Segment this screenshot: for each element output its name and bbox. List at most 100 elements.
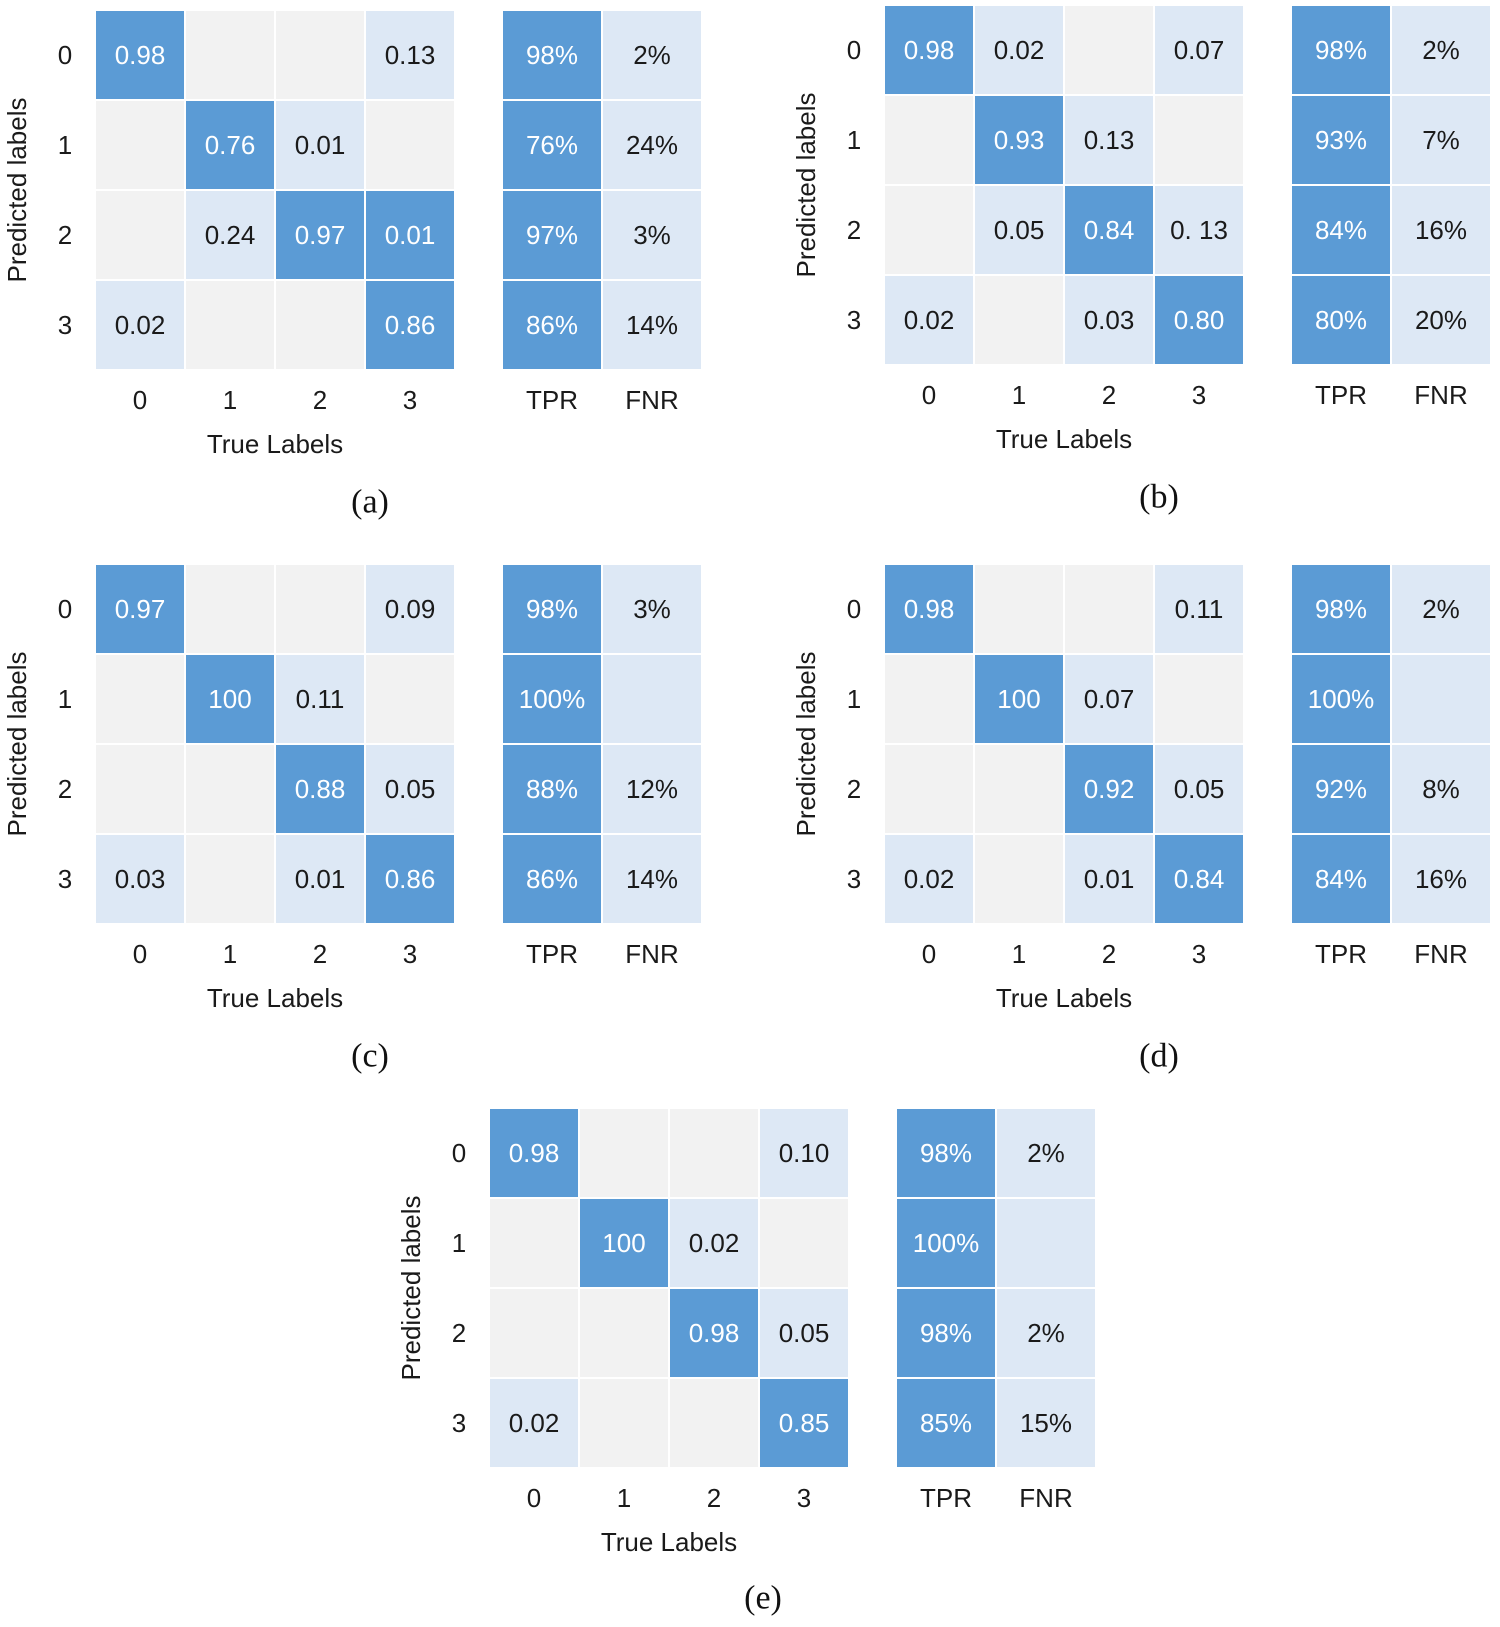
matrix-cell [973, 833, 1065, 925]
matrix-value: 0.05 [779, 1318, 830, 1348]
y-tick-label: 0 [452, 1138, 466, 1168]
matrix-value: 0.11 [296, 684, 345, 714]
x-tick-label: 1 [617, 1483, 631, 1513]
tpr-value: 92% [1315, 774, 1367, 804]
matrix-cell [1153, 833, 1245, 925]
rate-column-label: TPR [920, 1483, 972, 1513]
matrix-cell [1063, 563, 1155, 655]
matrix-cell [758, 1287, 850, 1379]
matrix-cell [883, 833, 975, 925]
matrix-value: 0.84 [1174, 864, 1225, 894]
panel-a: 0.98 0.13 0.76 0.01 0.24 0.97 0.01 0.02 0.86 98% 2… [2, 9, 703, 521]
matrix-value: 0. 13 [1170, 215, 1228, 245]
y-axis-label: Predicted labels [791, 652, 821, 837]
fnr-cell [1390, 274, 1492, 366]
matrix-cell [1063, 653, 1155, 745]
x-tick-label: 3 [1192, 380, 1206, 410]
panel-caption: (c) [351, 1038, 389, 1075]
tpr-cell [1290, 94, 1392, 186]
fnr-cell [995, 1377, 1097, 1469]
matrix-value: 0.93 [994, 125, 1045, 155]
tpr-value: 100% [519, 684, 586, 714]
matrix-value: 0.13 [385, 40, 436, 70]
rate-column-label: FNR [625, 939, 678, 969]
y-tick-label: 0 [847, 35, 861, 65]
matrix-cell [94, 99, 186, 191]
x-tick-label: 2 [313, 385, 327, 415]
tpr-cell [501, 833, 603, 925]
fnr-cell [601, 743, 703, 835]
matrix-cell [883, 94, 975, 186]
y-tick-label: 0 [58, 594, 72, 624]
tpr-value: 98% [1315, 594, 1367, 624]
matrix-value: 0.98 [509, 1138, 560, 1168]
panel-caption: (a) [351, 484, 389, 521]
matrix-value: 0.88 [295, 774, 346, 804]
rate-column-label: FNR [1414, 939, 1467, 969]
fnr-cell [995, 1107, 1097, 1199]
matrix-cell [488, 1107, 580, 1199]
tpr-value: 100% [1308, 684, 1375, 714]
matrix-value: 0.01 [295, 130, 346, 160]
matrix-cell [578, 1287, 670, 1379]
panel-caption: (e) [744, 1580, 782, 1617]
tpr-value: 98% [526, 594, 578, 624]
matrix-cell [1153, 563, 1245, 655]
matrix-value: 0.85 [779, 1408, 830, 1438]
matrix-value: 0.86 [385, 864, 436, 894]
tpr-cell [895, 1377, 997, 1469]
matrix-value: 0.05 [994, 215, 1045, 245]
y-tick-label: 2 [452, 1318, 466, 1348]
matrix-cell [184, 279, 276, 371]
matrix-value: 0.98 [115, 40, 166, 70]
x-tick-label: 0 [527, 1483, 541, 1513]
fnr-value: 15% [1020, 1408, 1072, 1438]
matrix-cell [578, 1377, 670, 1469]
matrix-value: 0.80 [1174, 305, 1225, 335]
matrix-value: 0.02 [904, 864, 955, 894]
matrix-value: 0.03 [1084, 305, 1135, 335]
rate-column-label: FNR [1414, 380, 1467, 410]
x-tick-label: 2 [313, 939, 327, 969]
fnr-cell [1390, 833, 1492, 925]
fnr-value: 14% [626, 310, 678, 340]
matrix-cell [973, 653, 1065, 745]
y-tick-label: 0 [847, 594, 861, 624]
fnr-value: 16% [1415, 864, 1467, 894]
y-tick-label: 0 [58, 40, 72, 70]
matrix-cell [1153, 4, 1245, 96]
fnr-value: 3% [633, 220, 671, 250]
tpr-cell [1290, 833, 1392, 925]
matrix-value: 0.98 [689, 1318, 740, 1348]
fnr-cell [601, 279, 703, 371]
rate-column-label: FNR [1019, 1483, 1072, 1513]
x-tick-label: 3 [403, 385, 417, 415]
y-tick-label: 1 [847, 684, 861, 714]
y-tick-label: 3 [58, 310, 72, 340]
matrix-value: 0.07 [1174, 35, 1225, 65]
matrix-value: 100 [602, 1228, 645, 1258]
fnr-cell [601, 833, 703, 925]
matrix-cell [973, 743, 1065, 835]
x-tick-label: 1 [1012, 380, 1026, 410]
matrix-cell [668, 1377, 760, 1469]
matrix-value: 0.10 [779, 1138, 830, 1168]
matrix-cell [1153, 94, 1245, 186]
rate-column-label: TPR [1315, 939, 1367, 969]
x-tick-label: 1 [223, 939, 237, 969]
x-tick-label: 3 [1192, 939, 1206, 969]
matrix-value: 0.24 [205, 220, 256, 250]
tpr-cell [1290, 4, 1392, 96]
tpr-value: 85% [920, 1408, 972, 1438]
tpr-value: 88% [526, 774, 578, 804]
tpr-cell [1290, 274, 1392, 366]
matrix-value: 100 [997, 684, 1040, 714]
x-axis-label: True Labels [996, 983, 1132, 1013]
fnr-cell [1390, 4, 1492, 96]
tpr-value: 97% [526, 220, 578, 250]
fnr-value: 8% [1422, 774, 1460, 804]
fnr-value: 20% [1415, 305, 1467, 335]
matrix-cell [883, 184, 975, 276]
tpr-cell [895, 1107, 997, 1199]
